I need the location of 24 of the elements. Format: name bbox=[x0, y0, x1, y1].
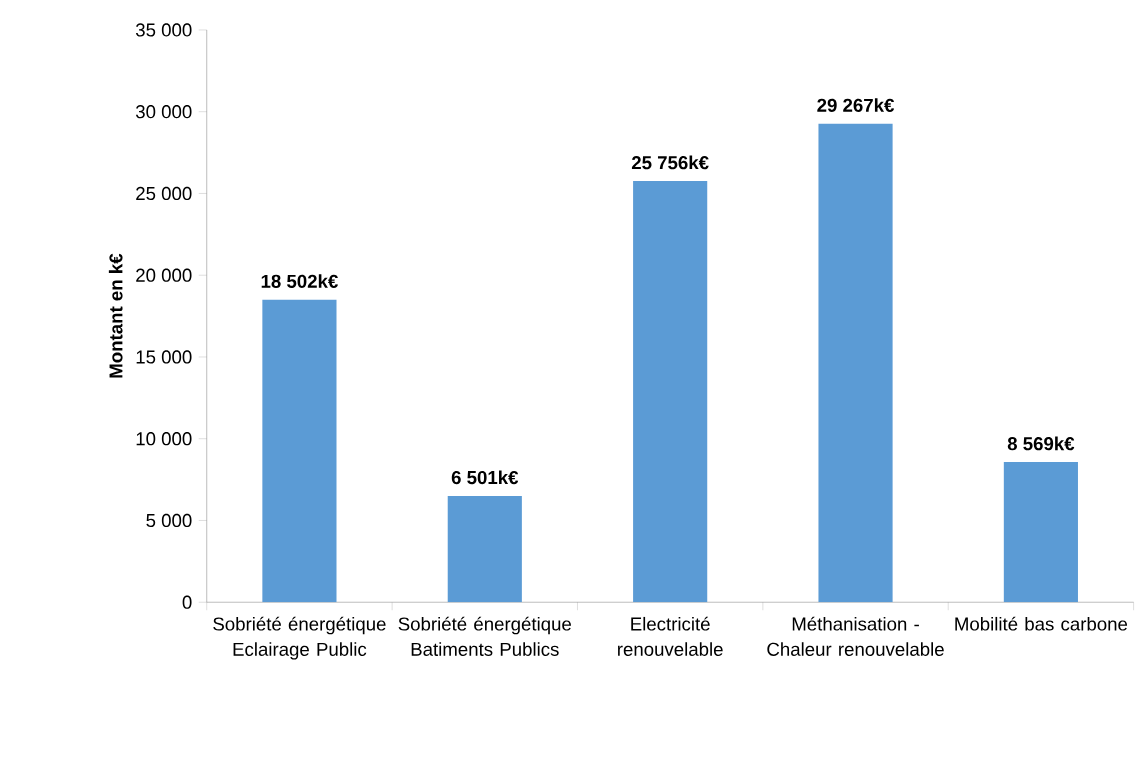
data-label: 6 501k€ bbox=[451, 470, 519, 485]
y-tick-label: 25 000 bbox=[136, 186, 192, 201]
bar bbox=[1003, 462, 1078, 603]
x-tick-label: Sobriété énergétique Batiments Publics bbox=[398, 616, 571, 656]
y-axis-title: Montant en k€ bbox=[108, 253, 123, 378]
y-tick-label: 10 000 bbox=[136, 432, 192, 446]
y-tick-label: 5 000 bbox=[146, 513, 192, 528]
data-label: 18 502k€ bbox=[261, 274, 338, 288]
bar bbox=[447, 495, 522, 603]
x-tick-label: Mobilité bas carbone bbox=[955, 616, 1128, 631]
y-tick-label: 30 000 bbox=[135, 105, 192, 119]
bar bbox=[262, 299, 337, 603]
x-tick-label: Méthanisation - Chaleur renouvelable bbox=[767, 616, 944, 656]
data-label: 8 569k€ bbox=[1007, 436, 1075, 451]
y-tick-label: 15 000 bbox=[136, 350, 192, 364]
bar bbox=[818, 123, 893, 603]
x-tick-label: Electricité renouvelable bbox=[618, 616, 723, 656]
y-tick-label: 0 bbox=[182, 595, 192, 609]
bar bbox=[633, 181, 708, 603]
y-tick-label: 35 000 bbox=[135, 23, 192, 37]
data-label: 29 267k€ bbox=[817, 98, 895, 112]
data-label: 25 756k€ bbox=[631, 155, 709, 170]
x-tick-label: Sobriété énergétique Eclairage Public bbox=[213, 616, 386, 660]
y-tick-label: 20 000 bbox=[136, 268, 192, 282]
